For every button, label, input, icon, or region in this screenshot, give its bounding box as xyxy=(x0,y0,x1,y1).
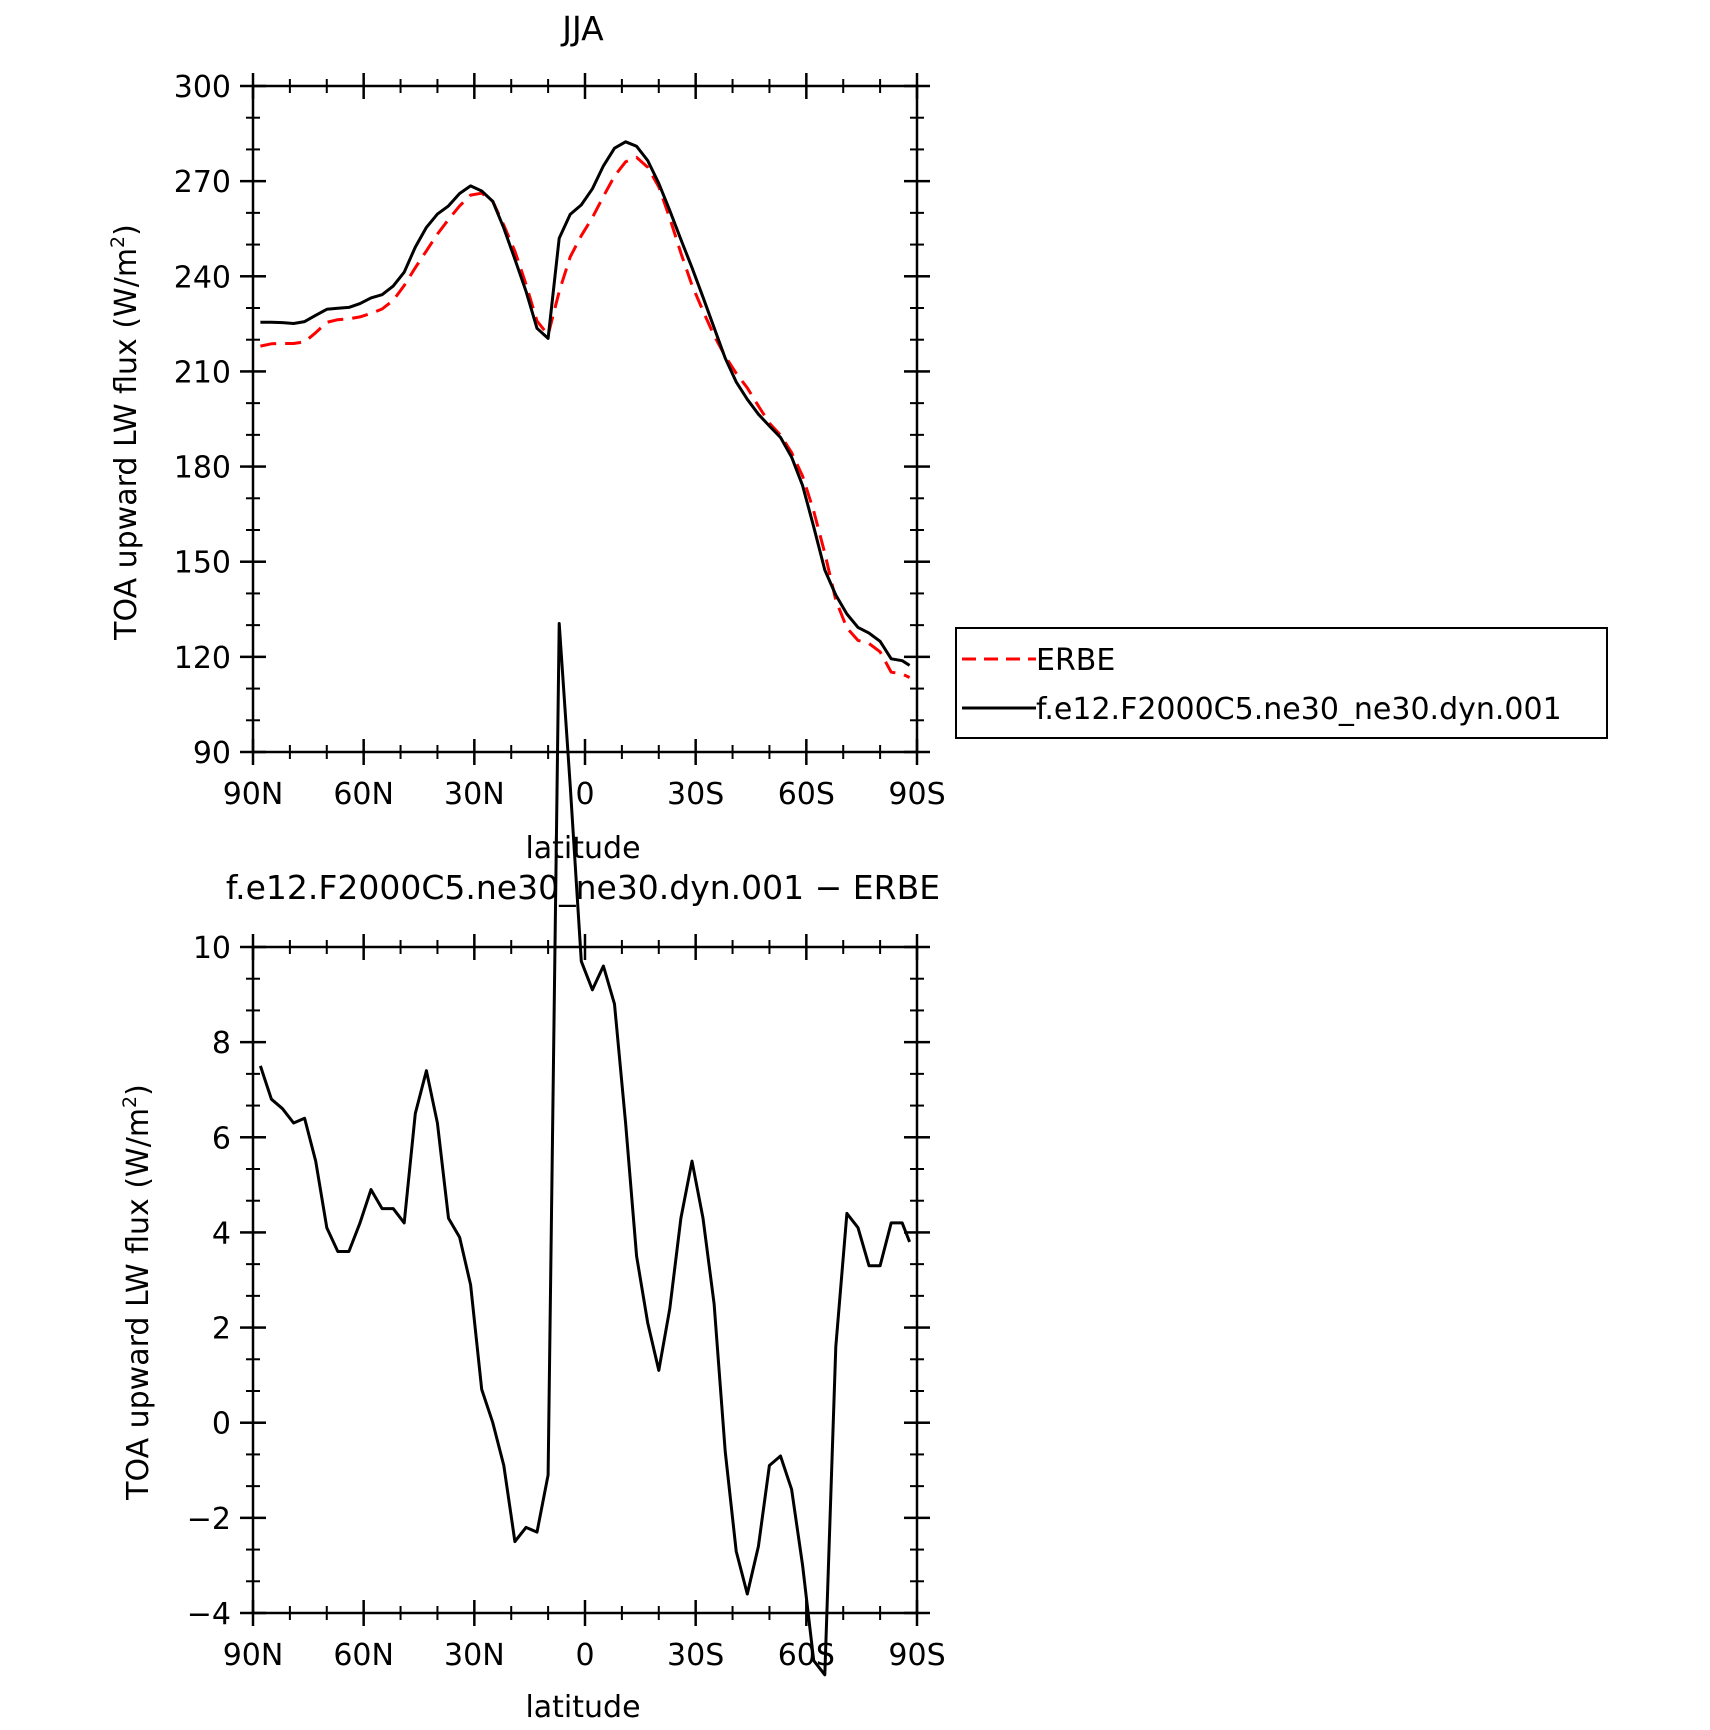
top-chart-axes: 90 120 150 180 210 240 270 300 90N 60N 30N 0 30S 60S 9… xyxy=(174,70,946,812)
top-xtick-label: 30S xyxy=(667,777,724,812)
bottom-chart-title: f.e12.F2000C5.ne30_ne30.dyn.001 − ERBE xyxy=(226,868,940,907)
top-ytick-label: 270 xyxy=(174,165,231,200)
bottom-xtick-label: 90N xyxy=(223,1638,284,1673)
bottom-xtick-label: 0 xyxy=(575,1638,594,1673)
bottom-ytick-label: 10 xyxy=(193,931,231,966)
top-xtick-label: 90N xyxy=(223,777,284,812)
top-xtick-label: 60S xyxy=(778,777,835,812)
bottom-chart-xlabel: latitude xyxy=(525,1690,640,1725)
bottom-ytick-label: −2 xyxy=(187,1502,231,1537)
bottom-chart: f.e12.F2000C5.ne30_ne30.dyn.001 − ERBE −… xyxy=(119,622,946,1725)
top-chart-xlabel: latitude xyxy=(525,831,640,866)
bottom-chart-ylabel: TOA upward LW flux (W/m2) xyxy=(119,1084,156,1501)
top-plot-frame xyxy=(251,84,919,754)
bottom-plot-frame xyxy=(251,945,919,1615)
bottom-xtick-label: 60N xyxy=(333,1638,394,1673)
bottom-ytick-label: 4 xyxy=(212,1216,231,1251)
top-series-1-line xyxy=(260,140,911,667)
top-chart-ylabel: TOA upward LW flux (W/m2) xyxy=(107,224,144,641)
bottom-ytick-label: 0 xyxy=(212,1407,231,1442)
bottom-xtick-label: 30N xyxy=(444,1638,505,1673)
top-ytick-label: 150 xyxy=(174,546,231,581)
bottom-ytick-label: 2 xyxy=(212,1312,231,1347)
top-series-0-line xyxy=(260,155,911,679)
bottom-ytick-label: 6 xyxy=(212,1121,231,1156)
legend-erbe-label: ERBE xyxy=(1036,643,1115,678)
top-xtick-label: 0 xyxy=(575,777,594,812)
bottom-chart-series xyxy=(258,622,911,1677)
legend: ERBE f.e12.F2000C5.ne30_ne30.dyn.001 xyxy=(955,627,1608,739)
top-xtick-label: 90S xyxy=(888,777,945,812)
legend-box xyxy=(955,627,1608,739)
top-chart: JJA 90 120 150 180 210 240 270 300 90N 60N 30N 0 30S… xyxy=(107,9,1608,866)
bottom-series-0-line xyxy=(258,622,911,1677)
bottom-ytick-label: 8 xyxy=(212,1026,231,1061)
top-ytick-label: 90 xyxy=(193,736,231,771)
top-chart-series xyxy=(260,140,911,679)
top-xtick-label: 60N xyxy=(333,777,394,812)
top-chart-title: JJA xyxy=(560,9,604,48)
bottom-ytick-label: −4 xyxy=(187,1597,231,1632)
top-ytick-label: 180 xyxy=(174,451,231,486)
top-ytick-label: 120 xyxy=(174,641,231,676)
top-ytick-label: 300 xyxy=(174,70,231,105)
top-xtick-label: 30N xyxy=(444,777,505,812)
legend-model-label: f.e12.F2000C5.ne30_ne30.dyn.001 xyxy=(1036,692,1562,727)
bottom-xtick-label: 90S xyxy=(888,1638,945,1673)
top-ytick-label: 240 xyxy=(174,260,231,295)
bottom-xtick-label: 30S xyxy=(667,1638,724,1673)
top-ytick-label: 210 xyxy=(174,355,231,390)
